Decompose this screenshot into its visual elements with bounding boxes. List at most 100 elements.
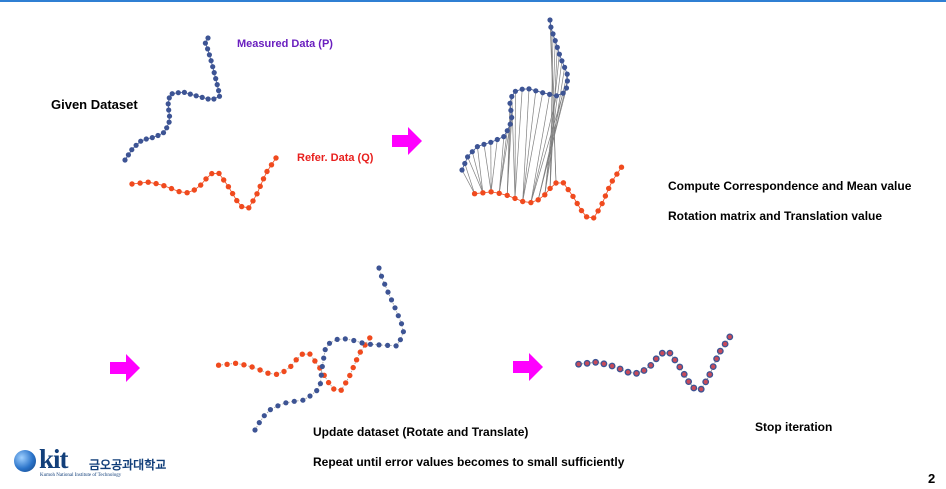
reference-point-point [496,190,502,196]
reference-point-point [312,358,318,364]
measured-point-point [382,281,388,287]
reference-point-point [224,361,230,367]
converged-measured-point-point [624,369,632,376]
reference-point-point [338,387,344,393]
reference-point-point [535,197,541,203]
measured-point-point [283,400,289,406]
measured-point-point [216,88,222,94]
correspondence-line [549,33,554,189]
reference-point-point [184,190,190,196]
rotation-translation-label: Rotation matrix and Translation value [668,209,883,223]
measured-point-point [559,58,565,64]
reference-point-point [520,198,526,205]
converged-measured-point-point [681,371,688,378]
reference-point-point [221,177,227,183]
measured-point-point [160,130,167,136]
measured-point-point [550,31,556,37]
reference-point-point [145,179,151,185]
measured-point-point [519,86,525,92]
correspondence-line [498,136,505,194]
reference-data-label: Refer. Data (Q) [297,152,374,164]
step-arrows [110,127,543,382]
correspondence-line [511,96,516,199]
reference-point-point [293,357,299,363]
correspondence-line [467,156,484,193]
reference-point-point [264,168,270,175]
reference-point-point [273,155,279,161]
measured-point-point [317,381,323,387]
measured-point-point [367,341,373,347]
measured-point-point [563,85,570,91]
right-arrow-icon [513,353,543,381]
correspondence-line [549,40,556,189]
given-dataset-label: Given Dataset [51,97,138,112]
converged-measured-point-point [722,340,729,348]
measured-point-point [548,24,554,30]
measured-point-point [465,154,471,160]
reference-point-point [203,176,209,182]
converged-measured-point-point [617,365,624,373]
reference-point-point [234,197,240,204]
reference-point-point [367,335,373,341]
reference-point-point [257,367,263,373]
measured-point-point [181,89,187,95]
converged-measured-point-point [666,350,674,357]
measured-point-point [256,420,262,426]
measured-point-point [459,167,465,173]
converged-measured-point-point [640,367,648,374]
measured-point-point [504,128,510,134]
converged-measured-point-point [659,350,666,357]
reference-curve-correspondence [471,164,625,221]
measured-point-point [164,125,170,131]
reference-point-point [232,360,239,366]
kit-logo: kit 금오공과대학교 Kumoh National Institute of … [14,444,174,480]
reference-point-point [609,178,615,184]
measured-point-point [214,82,220,88]
measured-point-point [155,132,161,139]
measured-point-point [252,427,258,433]
measured-point-point [553,93,560,99]
reference-point-point [553,180,559,186]
correspondence-line [464,163,475,194]
top-accent-bar [0,0,946,2]
reference-point-point [547,185,553,192]
measured-point-point [199,94,205,100]
reference-point-point [299,351,305,357]
measured-data-label: Measured Data (P) [237,38,333,50]
measured-point-point [488,139,494,145]
reference-curve-converged [575,333,734,393]
measured-point-point [206,52,212,58]
correspondence-line [544,67,565,195]
reference-point-point [215,362,222,368]
reference-point-point [265,370,271,376]
measured-point-point [275,403,281,409]
measured-point-point [205,35,211,41]
reference-point-point [241,362,247,368]
measured-point-point [393,343,399,349]
measured-point-point [509,93,515,100]
reference-point-point [209,170,215,177]
measured-point-point [392,305,398,311]
measured-point-point [307,393,313,399]
measured-point-point [560,90,566,96]
reference-point-point [595,208,601,214]
converged-measured-point-point [600,360,608,367]
measured-point-point [494,136,500,143]
reference-point-point [528,199,534,206]
measured-curve-correspondence [459,17,571,173]
measured-point-point [474,144,480,150]
correspondence-line [490,139,498,192]
measured-point-point [211,70,217,76]
stop-iteration-label: Stop iteration [755,420,833,434]
measured-point-point [149,135,155,141]
measured-point-point [564,71,570,77]
measured-point-point [291,398,297,404]
measured-point-point [202,40,208,46]
measured-point-point [133,142,139,148]
measured-point-point [129,147,135,153]
measured-point-point [322,347,328,353]
measured-point-point [540,90,546,96]
reference-point-point [565,186,571,193]
measured-point-point [552,38,558,44]
converged-measured-point-point [698,386,705,393]
